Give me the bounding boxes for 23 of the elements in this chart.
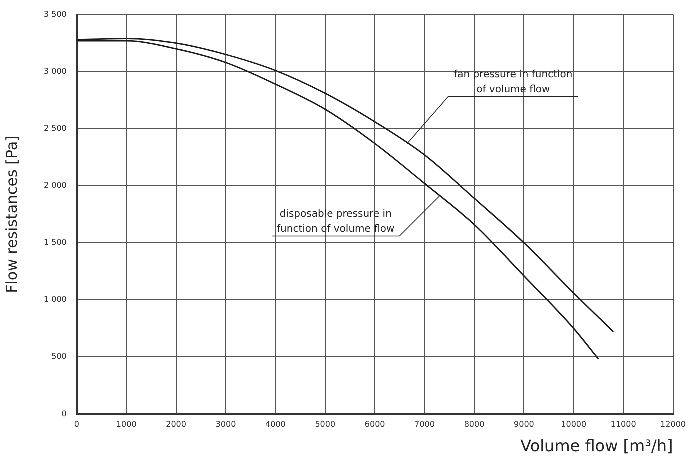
y-tick-label: 2 000 bbox=[44, 181, 67, 190]
x-tick-label: 5000 bbox=[315, 420, 336, 430]
y-tick-label: 2 500 bbox=[44, 124, 67, 133]
x-tick-label: 4000 bbox=[266, 420, 286, 430]
x-tick-label: 6000 bbox=[364, 420, 386, 430]
y-tick-label: 1 000 bbox=[44, 295, 67, 304]
y-tick-label: 0 bbox=[62, 409, 67, 418]
x-axis-title: Volume flow [m³/h] bbox=[520, 436, 674, 456]
y-tick-label: 3 000 bbox=[44, 66, 67, 76]
y-tick-label: 500 bbox=[52, 352, 67, 362]
x-tick-label: 1000 bbox=[116, 420, 137, 430]
x-tick-label: 11000 bbox=[610, 420, 636, 430]
y-tick-label: 1 500 bbox=[44, 238, 67, 248]
x-tick-label: 12000 bbox=[660, 420, 686, 430]
y-axis-title: Flow resistances [Pa] bbox=[2, 136, 21, 294]
x-tick-label: 3000 bbox=[216, 420, 236, 430]
x-tick-label: 8000 bbox=[464, 420, 485, 430]
x-tick-label: 7000 bbox=[414, 420, 435, 430]
x-tick-label: 9000 bbox=[514, 420, 534, 430]
y-tick-label: 3 500 bbox=[44, 10, 67, 19]
x-tick-label: 10000 bbox=[561, 420, 587, 430]
x-tick-label: 2000 bbox=[166, 420, 186, 430]
x-tick-label: 0 bbox=[74, 420, 80, 430]
